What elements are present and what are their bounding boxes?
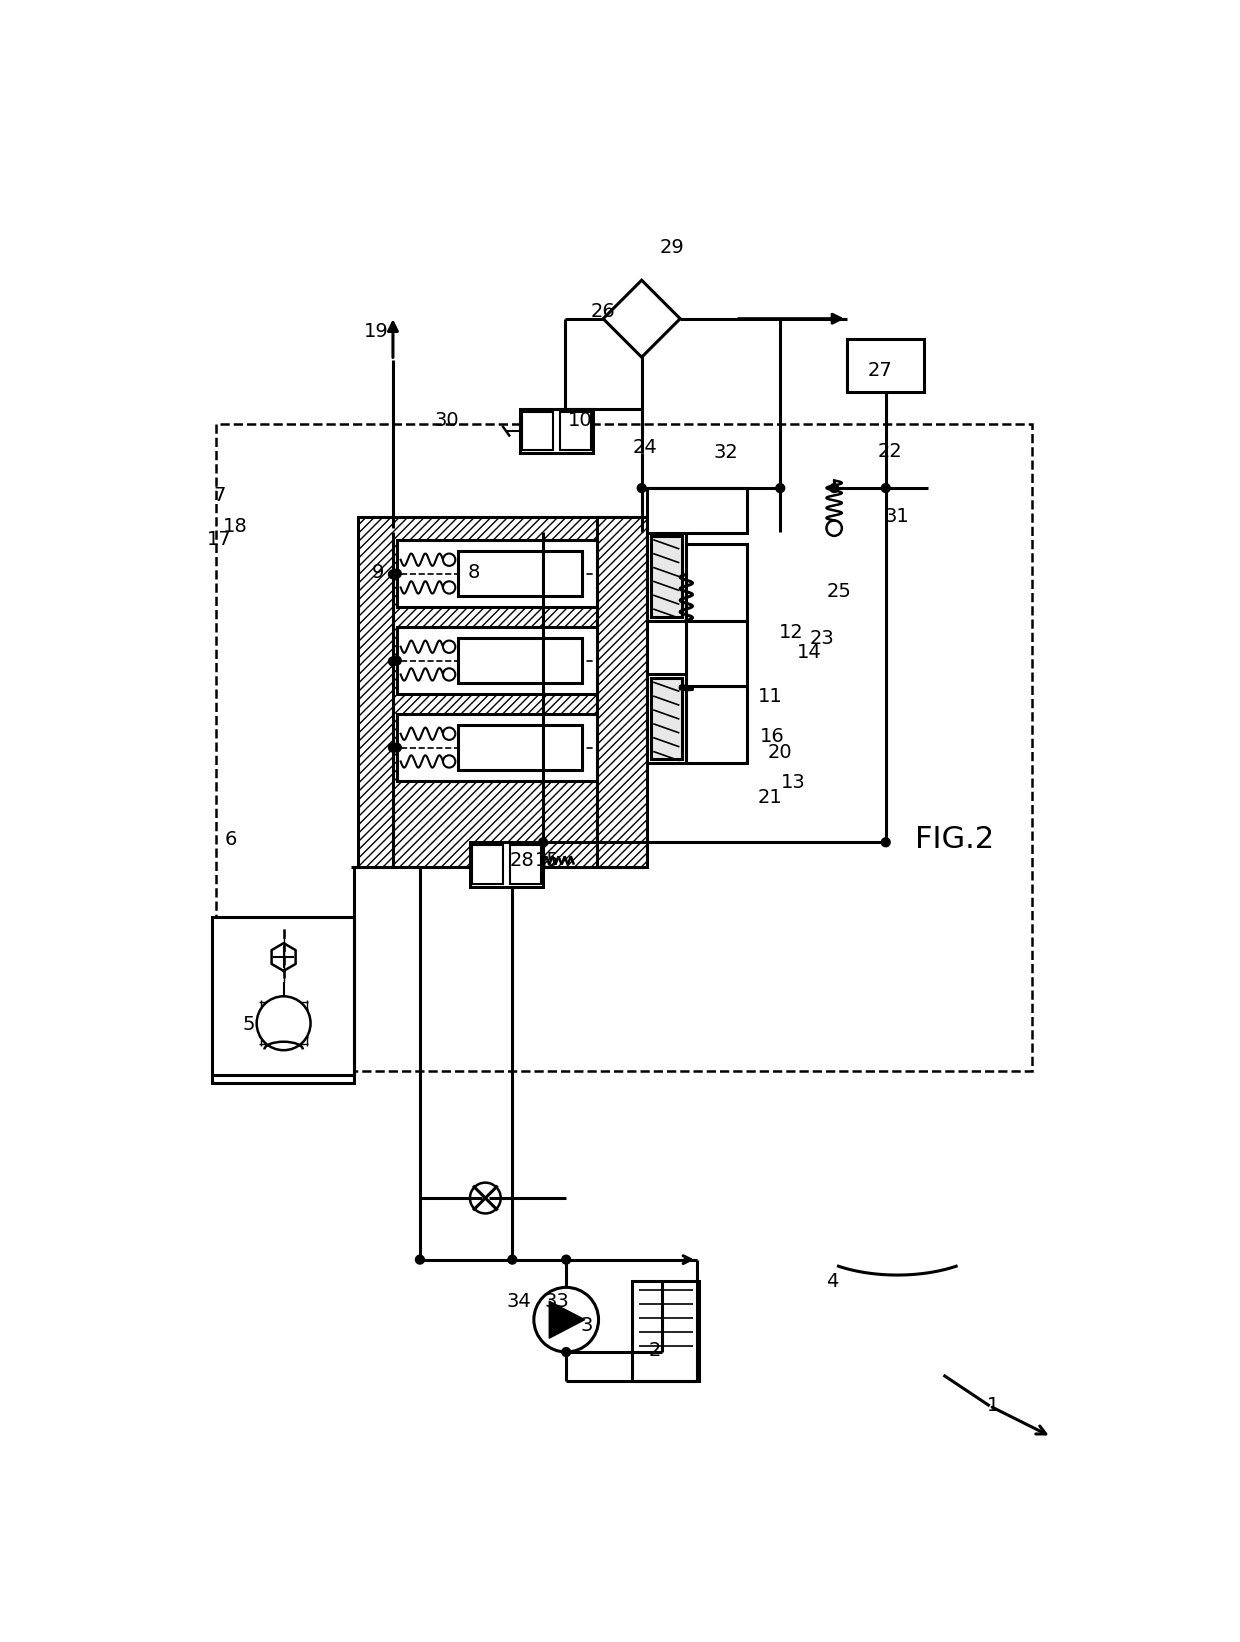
- Text: FIG.2: FIG.2: [915, 826, 994, 854]
- Circle shape: [417, 1256, 424, 1263]
- Bar: [647, 488, 748, 532]
- Text: 34: 34: [506, 1292, 531, 1312]
- Polygon shape: [603, 281, 681, 358]
- Circle shape: [393, 570, 401, 578]
- Bar: [358, 517, 644, 867]
- Circle shape: [637, 484, 646, 493]
- Text: 5: 5: [243, 1015, 255, 1034]
- Text: 12: 12: [779, 622, 804, 642]
- Circle shape: [508, 1256, 516, 1263]
- Text: 11: 11: [758, 686, 782, 706]
- Bar: [459, 552, 582, 596]
- Circle shape: [563, 1256, 570, 1263]
- Bar: [397, 540, 596, 608]
- Circle shape: [389, 657, 397, 665]
- Text: 13: 13: [781, 773, 806, 791]
- Bar: [631, 1281, 699, 1381]
- Bar: [651, 678, 682, 759]
- Circle shape: [831, 484, 838, 493]
- Bar: [560, 412, 590, 450]
- Text: 8: 8: [467, 563, 480, 583]
- Bar: [647, 532, 686, 621]
- Text: 21: 21: [758, 788, 782, 808]
- Text: 2: 2: [649, 1342, 661, 1360]
- Text: 22: 22: [877, 442, 901, 461]
- Text: 30: 30: [434, 410, 459, 430]
- Polygon shape: [549, 1300, 585, 1338]
- Circle shape: [393, 657, 401, 665]
- Text: 16: 16: [760, 726, 785, 745]
- Circle shape: [443, 581, 455, 594]
- Text: 17: 17: [207, 530, 232, 548]
- Circle shape: [826, 521, 842, 535]
- Bar: [459, 726, 582, 770]
- Circle shape: [443, 727, 455, 741]
- Bar: [470, 842, 543, 887]
- Text: 6: 6: [226, 831, 237, 849]
- Bar: [397, 714, 596, 782]
- Text: 26: 26: [590, 302, 615, 320]
- Bar: [510, 846, 541, 883]
- Circle shape: [443, 668, 455, 680]
- Bar: [472, 846, 503, 883]
- Text: 1: 1: [987, 1396, 999, 1415]
- Circle shape: [539, 839, 547, 846]
- Text: 15: 15: [534, 851, 559, 870]
- Bar: [212, 916, 355, 1082]
- Bar: [459, 639, 582, 683]
- Bar: [216, 424, 1032, 1071]
- Circle shape: [563, 1348, 570, 1356]
- Circle shape: [389, 744, 397, 752]
- Circle shape: [443, 553, 455, 566]
- Text: 33: 33: [544, 1292, 569, 1312]
- Text: 10: 10: [568, 410, 593, 430]
- Text: 27: 27: [868, 361, 893, 379]
- Text: 14: 14: [796, 644, 821, 662]
- Text: 19: 19: [363, 322, 388, 342]
- Text: 24: 24: [632, 438, 657, 456]
- Circle shape: [389, 570, 397, 578]
- Text: 28: 28: [510, 851, 534, 870]
- Text: 20: 20: [768, 744, 792, 762]
- Circle shape: [443, 755, 455, 767]
- Circle shape: [882, 839, 889, 846]
- Bar: [520, 409, 593, 453]
- Bar: [847, 340, 924, 392]
- Text: 3: 3: [580, 1315, 593, 1335]
- Text: 18: 18: [223, 517, 248, 535]
- Text: 31: 31: [885, 507, 910, 525]
- Circle shape: [393, 744, 401, 752]
- Text: 4: 4: [826, 1271, 838, 1291]
- Circle shape: [776, 484, 784, 493]
- Bar: [651, 535, 682, 617]
- Text: 32: 32: [714, 443, 739, 461]
- Circle shape: [534, 1287, 599, 1351]
- Bar: [596, 517, 647, 867]
- Bar: [397, 627, 596, 695]
- Text: 29: 29: [660, 238, 684, 256]
- Text: 9: 9: [371, 563, 383, 583]
- Bar: [522, 412, 553, 450]
- Circle shape: [443, 640, 455, 654]
- Circle shape: [257, 997, 310, 1051]
- Circle shape: [882, 484, 889, 493]
- Bar: [686, 544, 748, 621]
- Bar: [686, 621, 748, 686]
- Bar: [647, 675, 686, 764]
- Bar: [686, 686, 748, 764]
- Text: 25: 25: [827, 581, 852, 601]
- Text: 23: 23: [810, 629, 835, 647]
- Text: 7: 7: [213, 486, 226, 506]
